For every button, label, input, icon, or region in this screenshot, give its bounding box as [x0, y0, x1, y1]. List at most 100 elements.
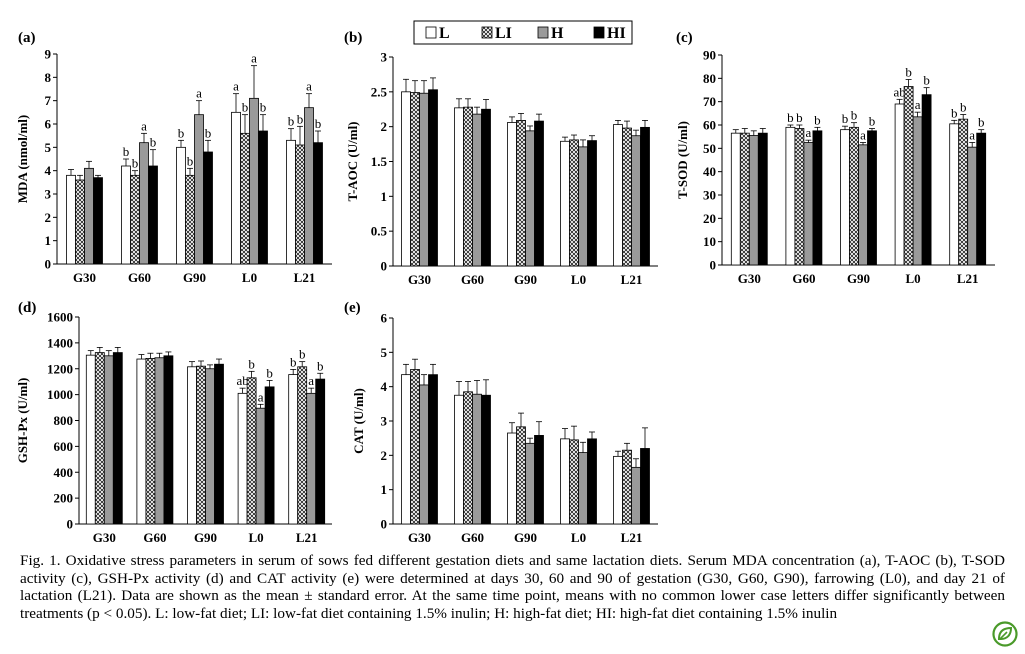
x-tick-label: G90	[194, 530, 217, 545]
y-tick-label: 0	[710, 258, 717, 273]
bar	[454, 107, 464, 267]
y-tick-label: 6	[381, 311, 388, 326]
significance-letter: a	[860, 128, 866, 143]
significance-letter: ab	[236, 373, 248, 388]
figure-caption: Fig. 1. Oxidative stress parameters in s…	[20, 552, 1005, 622]
bar	[419, 92, 429, 267]
chart-panel-5: (e) CAT (U/ml) 0 1 2 3 4 5 6 G30 G60 G90 L0 L21	[344, 300, 658, 545]
x-tick-label: L0	[571, 530, 586, 545]
bar	[472, 393, 482, 525]
y-tick-label: 0	[381, 517, 388, 532]
bar	[525, 130, 535, 267]
significance-letter: b	[178, 125, 185, 140]
y-tick-label: 1	[381, 482, 388, 497]
x-tick-label: G90	[847, 271, 870, 286]
bar	[903, 86, 914, 266]
y-tick-label: 3	[381, 414, 388, 429]
bar	[249, 97, 259, 265]
y-tick-label: 1200	[47, 361, 73, 376]
bar	[812, 130, 823, 266]
legend-label: LI	[495, 25, 512, 42]
x-tick-label: G90	[514, 272, 537, 287]
x-tick-label: L21	[621, 530, 643, 545]
y-tick-label: 400	[54, 465, 74, 480]
bar	[967, 146, 978, 266]
significance-letter: b	[297, 111, 304, 126]
y-tick-label: 7	[45, 93, 52, 108]
significance-letter: b	[205, 125, 212, 140]
significance-letter: a	[141, 118, 147, 133]
bar	[237, 392, 248, 525]
significance-letter: b	[842, 111, 849, 126]
bar	[185, 174, 195, 265]
significance-letter: b	[290, 354, 297, 369]
bar	[613, 124, 623, 267]
y-tick-label: 6	[45, 117, 52, 132]
significance-letter: b	[814, 112, 821, 127]
bar	[187, 366, 197, 525]
y-tick-label: 2	[381, 119, 388, 134]
bar	[315, 378, 326, 525]
y-axis-label: T-AOC (U/ml)	[345, 121, 360, 201]
bar	[525, 442, 535, 525]
x-tick-label: G90	[183, 270, 206, 285]
x-tick-label: L0	[571, 272, 586, 287]
bar	[176, 146, 186, 265]
bar	[297, 366, 308, 525]
bar	[534, 120, 544, 267]
x-tick-label: G30	[738, 271, 761, 286]
significance-letter: a	[306, 79, 312, 94]
bar	[205, 368, 215, 525]
y-tick-label: 10	[703, 234, 716, 249]
bar	[785, 126, 796, 266]
significance-letter: b	[787, 110, 794, 125]
green-leaf-logo-icon	[992, 621, 1018, 647]
legend-swatch	[537, 26, 549, 39]
bar	[976, 132, 987, 266]
significance-letter: b	[951, 105, 958, 120]
x-tick-label: G60	[143, 530, 166, 545]
y-axis-label: CAT (U/ml)	[351, 388, 366, 454]
significance-letter: b	[299, 347, 306, 362]
bar	[794, 128, 805, 266]
bar	[410, 92, 420, 267]
bar	[730, 132, 741, 266]
bar	[154, 357, 165, 525]
bar	[748, 135, 759, 266]
legend-swatch	[481, 26, 493, 39]
significance-letter: a	[251, 51, 257, 66]
x-tick-label: G60	[128, 270, 151, 285]
y-tick-label: 5	[45, 140, 52, 155]
legend-label: HI	[607, 25, 626, 42]
x-tick-label: L0	[906, 271, 921, 286]
y-tick-label: 4	[381, 379, 388, 394]
significance-letter: b	[905, 65, 912, 80]
y-tick-label: 80	[703, 71, 716, 86]
x-tick-label: G60	[792, 271, 815, 286]
y-axis-label: GSH-Px (U/ml)	[15, 378, 30, 464]
significance-letter: b	[187, 153, 194, 168]
y-tick-label: 4	[45, 163, 52, 178]
significance-letter: b	[923, 73, 930, 88]
x-tick-label: G90	[514, 530, 537, 545]
y-tick-label: 60	[703, 118, 716, 133]
y-tick-label: 1.5	[371, 154, 388, 169]
bar	[85, 354, 96, 525]
bar	[240, 132, 250, 265]
bar	[613, 455, 623, 525]
bar	[93, 177, 103, 265]
x-tick-label: L0	[249, 530, 264, 545]
bar	[264, 386, 275, 525]
x-tick-label: G30	[408, 530, 431, 545]
significance-letter: b	[317, 358, 324, 373]
bar	[481, 394, 491, 525]
bar	[145, 357, 156, 525]
y-tick-label: 2	[381, 448, 388, 463]
bar	[578, 452, 588, 525]
legend-label: H	[551, 25, 564, 42]
legend-swatch	[425, 26, 437, 39]
legend-label: L	[439, 25, 450, 42]
bar	[214, 363, 224, 525]
bar	[288, 374, 299, 525]
bar	[849, 126, 859, 266]
